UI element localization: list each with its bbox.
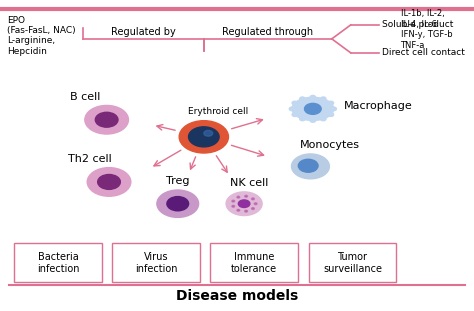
Circle shape bbox=[226, 192, 262, 216]
FancyBboxPatch shape bbox=[210, 243, 298, 282]
Circle shape bbox=[328, 113, 334, 116]
Circle shape bbox=[237, 196, 240, 198]
Circle shape bbox=[310, 119, 316, 122]
Circle shape bbox=[98, 174, 120, 189]
Circle shape bbox=[157, 190, 199, 217]
Text: Macrophage: Macrophage bbox=[344, 101, 412, 111]
Circle shape bbox=[300, 117, 305, 121]
Text: Erythroid cell: Erythroid cell bbox=[188, 107, 248, 116]
Text: Soluble product: Soluble product bbox=[382, 21, 453, 29]
Circle shape bbox=[298, 159, 318, 172]
Circle shape bbox=[167, 197, 189, 211]
Text: Tumor
surveillance: Tumor surveillance bbox=[323, 252, 382, 274]
Text: IL-1b, IL-2,
IL-4, IL-6
IFN-y, TGF-b
TNF-a: IL-1b, IL-2, IL-4, IL-6 IFN-y, TGF-b TNF… bbox=[401, 9, 452, 49]
Text: Regulated through: Regulated through bbox=[222, 27, 313, 37]
Circle shape bbox=[237, 209, 240, 211]
Circle shape bbox=[87, 168, 131, 196]
Circle shape bbox=[245, 195, 247, 197]
Circle shape bbox=[252, 198, 254, 200]
Text: NK cell: NK cell bbox=[230, 178, 268, 188]
Circle shape bbox=[292, 154, 329, 179]
Text: EPO
(Fas-FasL, NAC)
L-arginine,
Hepcidin: EPO (Fas-FasL, NAC) L-arginine, Hepcidin bbox=[7, 16, 76, 56]
Circle shape bbox=[289, 107, 295, 111]
Circle shape bbox=[331, 107, 337, 111]
Circle shape bbox=[232, 205, 235, 207]
Text: Immune
tolerance: Immune tolerance bbox=[231, 252, 277, 274]
Circle shape bbox=[232, 200, 235, 202]
Text: Disease models: Disease models bbox=[176, 289, 298, 303]
Circle shape bbox=[292, 101, 298, 105]
Text: Regulated by: Regulated by bbox=[111, 27, 176, 37]
Text: Bacteria
infection: Bacteria infection bbox=[37, 252, 79, 274]
Circle shape bbox=[245, 210, 247, 212]
FancyBboxPatch shape bbox=[14, 243, 102, 282]
Circle shape bbox=[95, 112, 118, 127]
Text: Virus
infection: Virus infection bbox=[135, 252, 177, 274]
Circle shape bbox=[254, 203, 257, 205]
Ellipse shape bbox=[292, 97, 334, 120]
Circle shape bbox=[238, 200, 250, 207]
Circle shape bbox=[252, 208, 254, 209]
Text: Direct cell contact: Direct cell contact bbox=[382, 49, 465, 57]
Circle shape bbox=[292, 113, 298, 116]
Circle shape bbox=[189, 127, 219, 147]
FancyBboxPatch shape bbox=[112, 243, 200, 282]
Circle shape bbox=[304, 103, 321, 114]
Circle shape bbox=[328, 101, 334, 105]
Circle shape bbox=[310, 95, 316, 99]
Text: B cell: B cell bbox=[70, 92, 100, 102]
Text: Treg: Treg bbox=[166, 176, 190, 186]
FancyBboxPatch shape bbox=[309, 243, 396, 282]
Text: Th2 cell: Th2 cell bbox=[68, 154, 112, 164]
Circle shape bbox=[204, 130, 213, 136]
Circle shape bbox=[300, 97, 305, 100]
Circle shape bbox=[320, 117, 326, 121]
Circle shape bbox=[85, 105, 128, 134]
Text: Monocytes: Monocytes bbox=[300, 140, 359, 150]
Circle shape bbox=[179, 121, 228, 153]
Circle shape bbox=[320, 97, 326, 100]
